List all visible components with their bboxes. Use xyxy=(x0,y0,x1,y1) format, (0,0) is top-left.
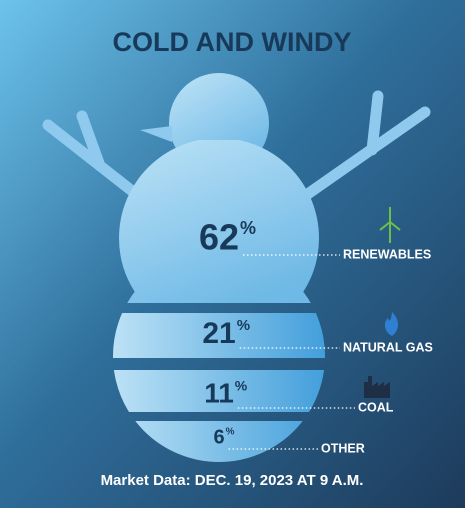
category-label: OTHER xyxy=(321,441,365,455)
snowman-section xyxy=(113,313,325,358)
value-unit: % xyxy=(235,377,248,393)
value-label: 21 xyxy=(202,317,235,350)
category-label: NATURAL GAS xyxy=(343,340,433,354)
chart-title: COLD AND WINDY xyxy=(113,27,352,57)
value-unit: % xyxy=(240,218,256,238)
nose xyxy=(140,126,172,142)
footer: Market Data: DEC. 19, 2023 AT 9 A.M. xyxy=(101,472,364,489)
value-label: 62 xyxy=(199,217,239,258)
value-unit: % xyxy=(226,427,235,438)
value-label: 6 xyxy=(213,426,224,448)
snowman-section xyxy=(113,370,325,412)
category-label: COAL xyxy=(358,400,394,414)
value-label: 11 xyxy=(204,377,234,408)
icons xyxy=(364,207,401,398)
category-label: RENEWABLES xyxy=(343,247,431,261)
value-unit: % xyxy=(237,317,250,334)
